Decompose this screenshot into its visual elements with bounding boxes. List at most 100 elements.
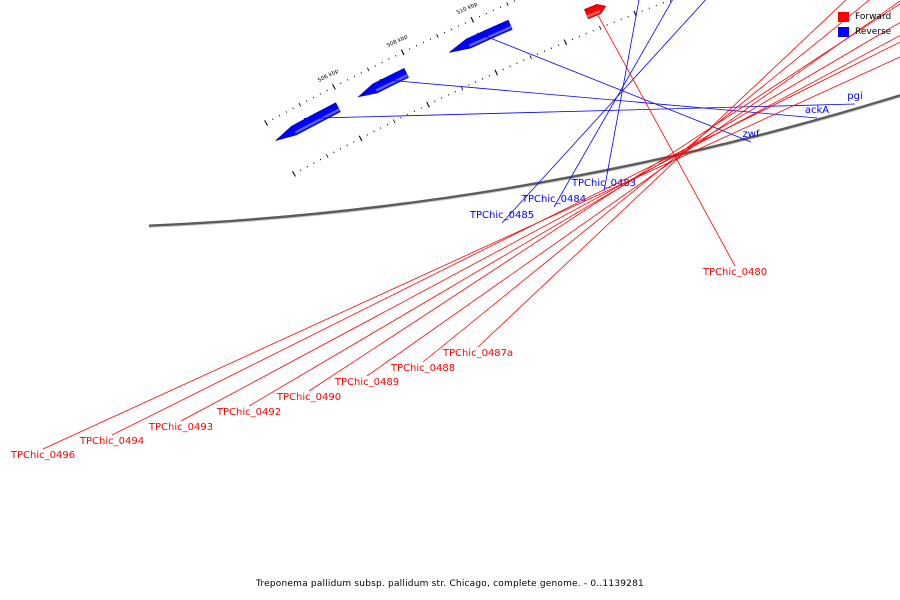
outer-tick bbox=[429, 38, 432, 41]
tick-label: 510 kbp bbox=[456, 1, 479, 16]
leader-line bbox=[308, 3, 900, 392]
outer-tick bbox=[450, 28, 453, 31]
gene-label[interactable]: zwf bbox=[743, 129, 760, 140]
gene-shading bbox=[586, 10, 601, 18]
gene-label[interactable]: TPChic_0496 bbox=[10, 450, 75, 461]
inner-tick bbox=[543, 50, 546, 53]
leader-line bbox=[366, 0, 900, 377]
outer-tick bbox=[326, 89, 328, 92]
inner-tick bbox=[460, 86, 464, 91]
inner-tick bbox=[366, 134, 368, 136]
outer-tick bbox=[374, 65, 376, 67]
inner-tick bbox=[413, 110, 416, 113]
gene-label[interactable]: TPChic_0493 bbox=[148, 422, 213, 433]
outer-tick bbox=[485, 12, 488, 15]
inner-tick bbox=[563, 39, 568, 46]
leader-line bbox=[379, 78, 818, 119]
outer-tick bbox=[506, 2, 509, 7]
inner-tick bbox=[502, 68, 504, 71]
figure-caption: Treponema pallidum subsp. pallidum str. … bbox=[256, 579, 644, 589]
inner-tick bbox=[468, 84, 470, 87]
gene-label[interactable]: TPChic_0488 bbox=[390, 363, 455, 374]
tick-label: 508 kbp bbox=[386, 34, 409, 49]
inner-tick bbox=[434, 100, 436, 103]
inner-tick bbox=[420, 107, 422, 109]
outer-tick bbox=[340, 82, 342, 85]
gene-label[interactable]: TPChic_0483 bbox=[571, 178, 636, 189]
gene-label[interactable]: pgi bbox=[847, 91, 862, 102]
gene-shading bbox=[294, 108, 340, 134]
inner-tick bbox=[488, 74, 491, 77]
outer-tick bbox=[319, 93, 321, 95]
outer-tick bbox=[278, 114, 281, 117]
leader-line bbox=[180, 35, 900, 422]
outer-tick bbox=[395, 54, 397, 57]
gene-label[interactable]: TPChic_0494 bbox=[79, 436, 144, 447]
leader-line bbox=[303, 103, 856, 119]
inner-tick bbox=[454, 90, 456, 93]
tick-label: 506 kbp bbox=[317, 68, 340, 84]
outer-tick bbox=[360, 72, 363, 74]
inner-tick bbox=[606, 24, 608, 26]
gene-label[interactable]: TPChic_0489 bbox=[334, 377, 399, 388]
inner-tick bbox=[358, 135, 363, 142]
reverse-swatch bbox=[838, 26, 849, 37]
outer-tick bbox=[499, 6, 502, 9]
outer-tick bbox=[400, 49, 405, 56]
outer-tick bbox=[436, 33, 439, 38]
outer-tick bbox=[464, 22, 467, 24]
gene-label[interactable]: ackA bbox=[805, 105, 829, 116]
inner-tick bbox=[346, 144, 348, 147]
leader-line bbox=[422, 0, 870, 363]
inner-tick bbox=[627, 15, 629, 18]
inner-tick bbox=[536, 53, 539, 56]
gene-shading bbox=[375, 74, 408, 92]
gene-label[interactable]: TPChic_0490 bbox=[276, 392, 341, 403]
inner-tick bbox=[353, 141, 355, 143]
forward-swatch bbox=[838, 11, 849, 22]
gene-label[interactable]: TPChic_0487a bbox=[442, 348, 513, 359]
inner-tick bbox=[319, 158, 322, 161]
inner-tick bbox=[406, 113, 409, 116]
outer-tick bbox=[312, 96, 315, 99]
leader-line bbox=[42, 56, 900, 450]
outer-tick bbox=[381, 61, 383, 64]
gene-label[interactable]: TPChic_0484 bbox=[521, 194, 586, 205]
inner-tick bbox=[333, 151, 335, 154]
inner-tick bbox=[339, 148, 342, 150]
inner-tick bbox=[292, 170, 296, 177]
inner-tick bbox=[662, 2, 664, 4]
gene-label[interactable]: TPChic_0485 bbox=[469, 210, 534, 221]
gene-label[interactable]: TPChic_0480 bbox=[702, 267, 767, 278]
inner-tick bbox=[557, 44, 560, 47]
inner-tick bbox=[571, 38, 573, 41]
inner-tick bbox=[481, 78, 484, 80]
outer-tick bbox=[478, 15, 481, 18]
genome-backbone bbox=[148, 94, 900, 228]
leader-line bbox=[603, 0, 640, 192]
inner-tick bbox=[669, 0, 672, 3]
legend-forward: Forward bbox=[838, 9, 891, 24]
outer-tick bbox=[292, 107, 294, 110]
outer-tick bbox=[346, 78, 349, 81]
inner-tick bbox=[299, 169, 302, 172]
backbone-line bbox=[148, 94, 900, 228]
legend-forward-label: Forward bbox=[855, 11, 892, 22]
leader-line bbox=[597, 15, 736, 267]
outer-tick bbox=[285, 111, 288, 113]
leader-line bbox=[553, 0, 673, 208]
inner-tick bbox=[475, 81, 477, 83]
leader-line bbox=[477, 0, 847, 348]
outer-tick bbox=[264, 120, 269, 126]
gene-label[interactable]: TPChic_0492 bbox=[216, 407, 281, 418]
inner-tick bbox=[373, 130, 375, 133]
inner-tick bbox=[523, 59, 525, 62]
inner-tick bbox=[440, 97, 443, 99]
legend: Forward Reverse bbox=[838, 9, 891, 39]
outer-tick bbox=[298, 102, 302, 107]
gene-acka-shape bbox=[357, 67, 409, 98]
inner-tick bbox=[529, 55, 532, 60]
outer-tick bbox=[272, 118, 274, 121]
leader-line bbox=[111, 41, 900, 436]
